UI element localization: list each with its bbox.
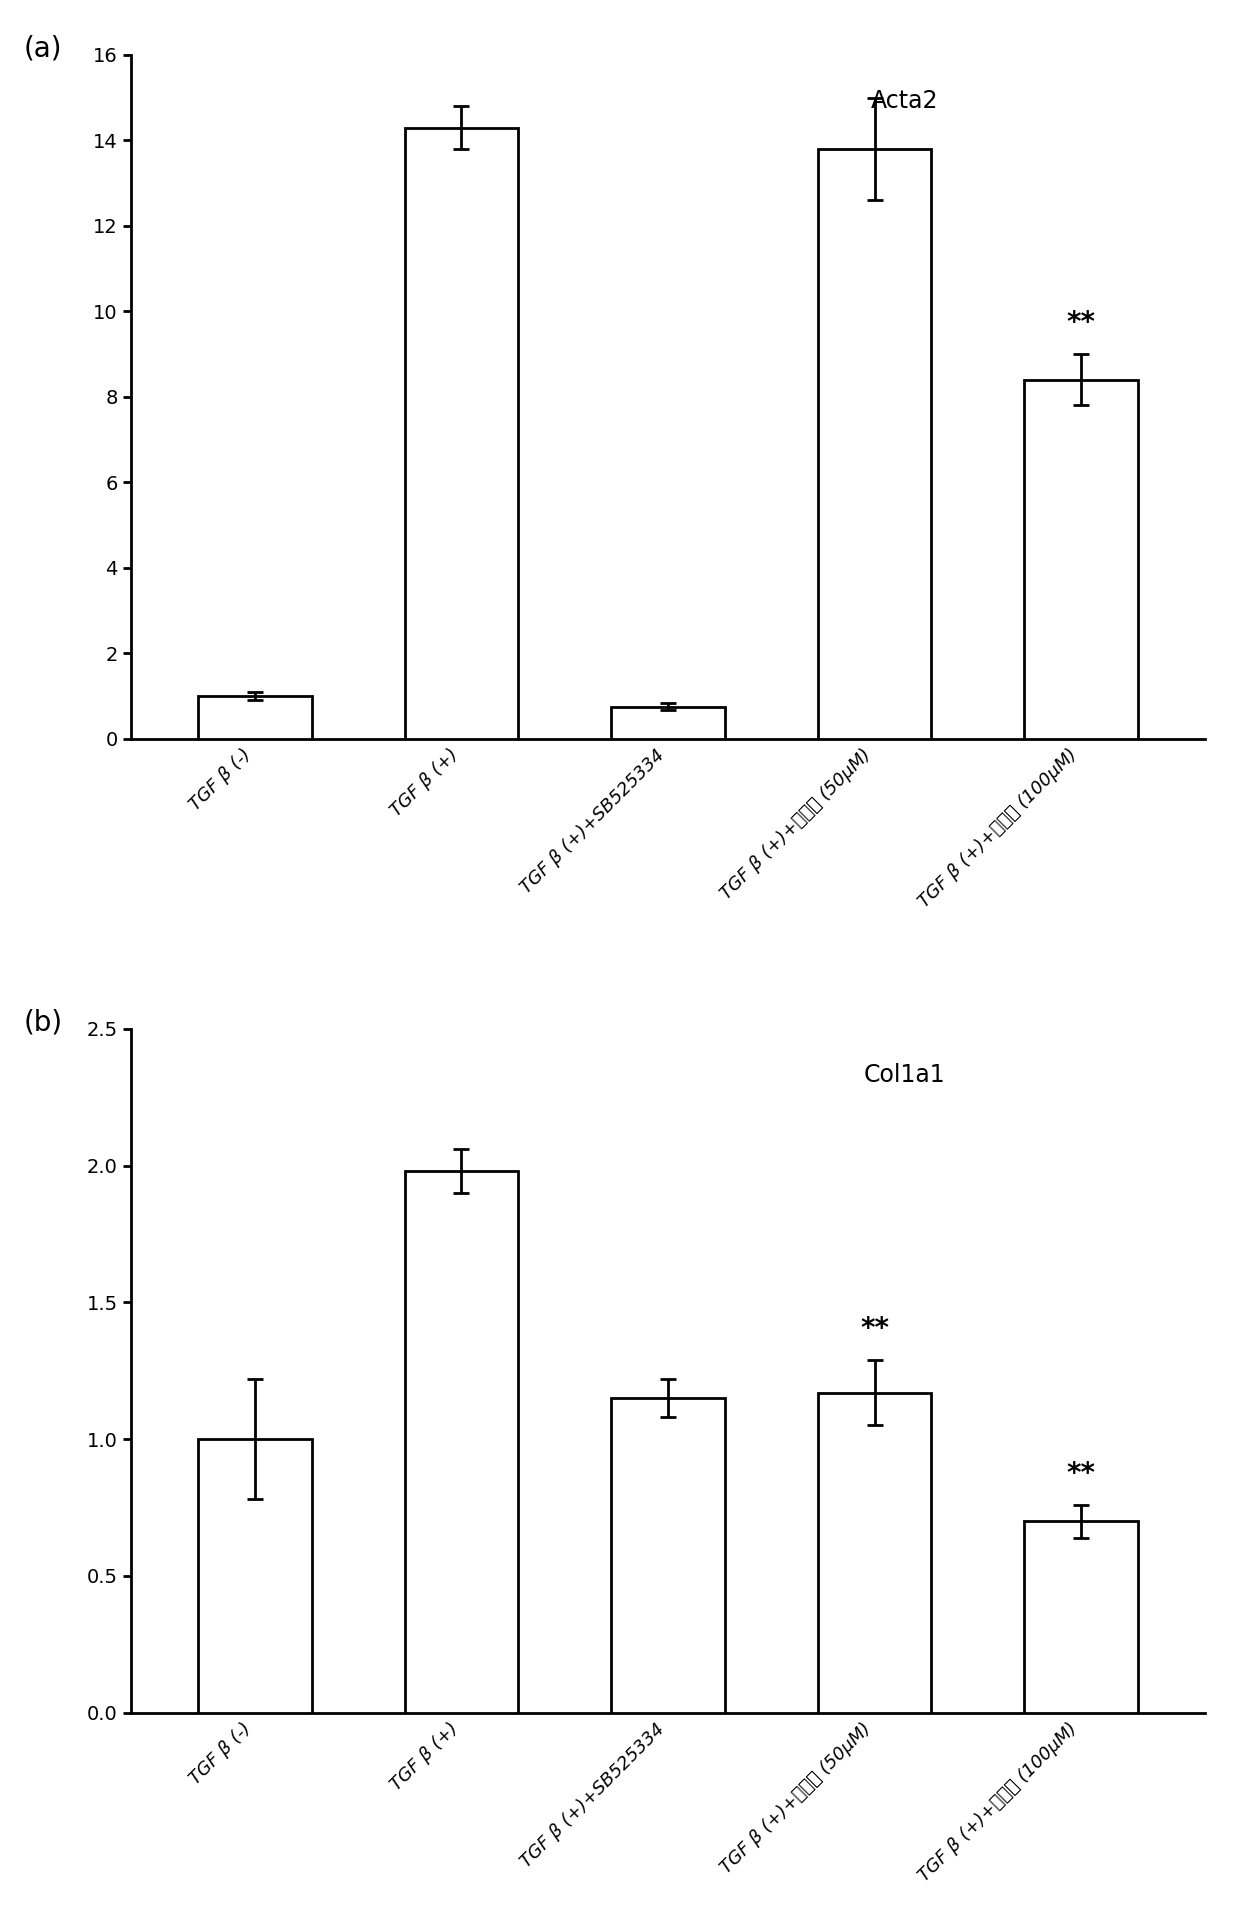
Text: **: ** [861, 1315, 889, 1342]
Bar [818, 1392, 931, 1713]
Bar [611, 707, 725, 739]
Bar [611, 1398, 725, 1713]
Bar [818, 150, 931, 739]
Bar [198, 697, 311, 739]
Text: (b): (b) [24, 1008, 62, 1037]
Bar [1024, 380, 1138, 739]
Bar [404, 127, 518, 739]
Text: **: ** [1066, 1459, 1096, 1488]
Bar [1024, 1521, 1138, 1713]
Text: Acta2: Acta2 [870, 88, 939, 113]
Bar [404, 1171, 518, 1713]
Text: **: ** [1066, 309, 1096, 338]
Bar [198, 1440, 311, 1713]
Text: Col1a1: Col1a1 [863, 1064, 945, 1087]
Text: (a): (a) [24, 35, 62, 61]
